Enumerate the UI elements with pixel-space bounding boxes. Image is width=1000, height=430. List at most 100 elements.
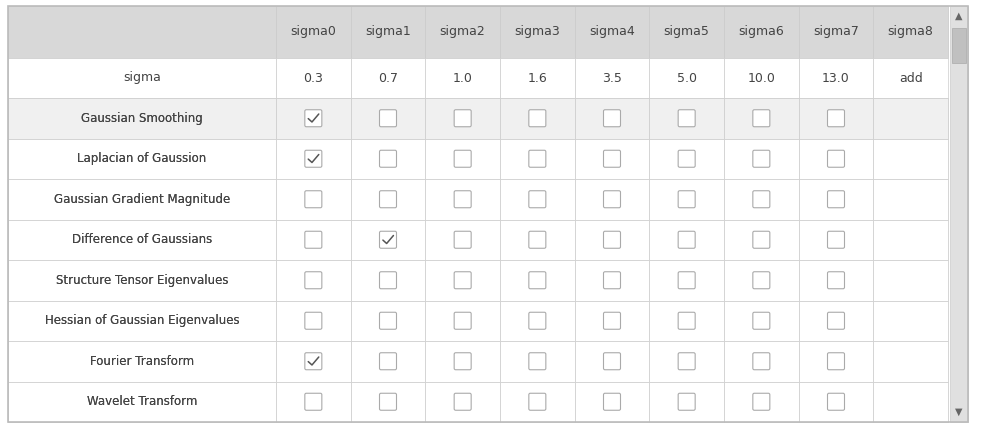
Bar — [425, 138, 500, 179]
FancyBboxPatch shape — [678, 150, 695, 167]
Bar — [351, 301, 425, 341]
Bar — [276, 6, 351, 58]
FancyBboxPatch shape — [529, 353, 546, 370]
Bar — [351, 381, 425, 422]
FancyBboxPatch shape — [454, 312, 471, 329]
Bar — [649, 179, 724, 219]
Bar — [575, 341, 649, 381]
Text: Difference of Gaussians: Difference of Gaussians — [72, 233, 212, 246]
Bar — [799, 179, 873, 219]
Bar — [724, 341, 799, 381]
Bar — [500, 301, 575, 341]
Text: Fourier Transform: Fourier Transform — [90, 355, 194, 368]
Bar — [724, 138, 799, 179]
Bar — [351, 381, 425, 422]
FancyBboxPatch shape — [529, 231, 546, 248]
Text: 1.6: 1.6 — [527, 71, 547, 85]
FancyBboxPatch shape — [678, 191, 695, 208]
Bar — [8, 179, 276, 219]
FancyBboxPatch shape — [305, 110, 322, 127]
FancyBboxPatch shape — [380, 150, 396, 167]
Text: Difference of Gaussians: Difference of Gaussians — [72, 233, 212, 246]
Bar — [351, 179, 425, 219]
Text: sigma3: sigma3 — [514, 25, 560, 39]
Bar — [724, 179, 799, 219]
Bar — [500, 301, 575, 341]
FancyBboxPatch shape — [380, 312, 396, 329]
Bar — [8, 381, 276, 422]
Bar — [649, 58, 724, 98]
Bar — [351, 58, 425, 98]
Bar — [276, 260, 351, 301]
Bar — [724, 6, 799, 58]
Bar — [649, 381, 724, 422]
Bar — [649, 260, 724, 301]
Bar — [276, 219, 351, 260]
Bar — [799, 98, 873, 138]
Bar — [873, 179, 948, 219]
Bar — [649, 260, 724, 301]
FancyBboxPatch shape — [604, 110, 621, 127]
FancyBboxPatch shape — [305, 150, 322, 167]
FancyBboxPatch shape — [529, 191, 546, 208]
Bar — [799, 260, 873, 301]
FancyBboxPatch shape — [678, 110, 695, 127]
Bar — [873, 58, 948, 98]
Bar — [8, 6, 276, 58]
Bar — [8, 219, 276, 260]
Text: Gaussian Gradient Magnitude: Gaussian Gradient Magnitude — [54, 193, 230, 206]
Bar — [276, 301, 351, 341]
Bar — [575, 301, 649, 341]
FancyBboxPatch shape — [380, 231, 396, 248]
FancyBboxPatch shape — [604, 393, 621, 410]
Bar — [575, 138, 649, 179]
FancyBboxPatch shape — [529, 110, 546, 127]
Bar — [724, 58, 799, 98]
FancyBboxPatch shape — [454, 353, 471, 370]
Bar — [276, 138, 351, 179]
Bar — [425, 179, 500, 219]
FancyBboxPatch shape — [305, 353, 322, 370]
Bar — [500, 138, 575, 179]
FancyBboxPatch shape — [305, 393, 322, 410]
Text: sigma2: sigma2 — [440, 25, 486, 39]
Text: Structure Tensor Eigenvalues: Structure Tensor Eigenvalues — [56, 274, 228, 287]
FancyBboxPatch shape — [604, 312, 621, 329]
FancyBboxPatch shape — [604, 150, 621, 167]
FancyBboxPatch shape — [678, 312, 695, 329]
Bar — [8, 341, 276, 381]
Text: 0.3: 0.3 — [303, 71, 323, 85]
Bar — [351, 301, 425, 341]
Bar — [873, 381, 948, 422]
Bar — [873, 179, 948, 219]
Text: 13.0: 13.0 — [822, 71, 850, 85]
Text: sigma: sigma — [123, 71, 161, 85]
Bar — [575, 260, 649, 301]
Bar — [575, 98, 649, 138]
Bar — [952, 28, 966, 63]
Bar — [799, 260, 873, 301]
FancyBboxPatch shape — [678, 231, 695, 248]
FancyBboxPatch shape — [828, 150, 844, 167]
Bar — [425, 341, 500, 381]
Bar — [500, 179, 575, 219]
Bar — [649, 301, 724, 341]
Bar — [8, 98, 276, 138]
FancyBboxPatch shape — [380, 272, 396, 289]
Text: Hessian of Gaussian Eigenvalues: Hessian of Gaussian Eigenvalues — [45, 314, 239, 327]
Bar — [873, 219, 948, 260]
Bar — [724, 260, 799, 301]
FancyBboxPatch shape — [753, 272, 770, 289]
Bar — [873, 341, 948, 381]
Bar — [649, 219, 724, 260]
Bar — [8, 138, 276, 179]
Bar — [8, 98, 276, 138]
Bar — [351, 138, 425, 179]
Bar — [351, 341, 425, 381]
Bar — [873, 341, 948, 381]
Text: Wavelet Transform: Wavelet Transform — [87, 395, 197, 408]
FancyBboxPatch shape — [678, 393, 695, 410]
Text: Hessian of Gaussian Eigenvalues: Hessian of Gaussian Eigenvalues — [45, 314, 239, 327]
Bar — [724, 341, 799, 381]
Bar — [351, 98, 425, 138]
